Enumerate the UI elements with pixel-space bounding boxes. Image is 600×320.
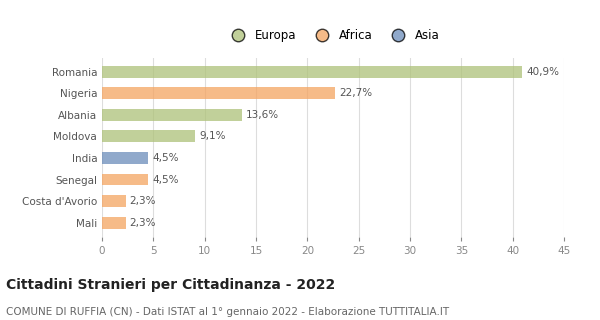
Bar — [102, 174, 148, 186]
Bar — [102, 87, 335, 99]
Text: 4,5%: 4,5% — [152, 175, 179, 185]
Text: 4,5%: 4,5% — [152, 153, 179, 163]
Text: 13,6%: 13,6% — [246, 110, 279, 120]
Bar — [102, 195, 125, 207]
Bar — [102, 152, 148, 164]
Text: COMUNE DI RUFFIA (CN) - Dati ISTAT al 1° gennaio 2022 - Elaborazione TUTTITALIA.: COMUNE DI RUFFIA (CN) - Dati ISTAT al 1°… — [6, 307, 449, 317]
Bar — [102, 66, 522, 78]
Bar — [102, 217, 125, 229]
Text: 40,9%: 40,9% — [526, 67, 559, 77]
Text: 9,1%: 9,1% — [200, 132, 226, 141]
Legend: Europa, Africa, Asia: Europa, Africa, Asia — [221, 24, 445, 46]
Text: 2,3%: 2,3% — [130, 196, 156, 206]
Text: 2,3%: 2,3% — [130, 218, 156, 228]
Text: 22,7%: 22,7% — [339, 88, 372, 98]
Text: Cittadini Stranieri per Cittadinanza - 2022: Cittadini Stranieri per Cittadinanza - 2… — [6, 278, 335, 292]
Bar — [102, 131, 196, 142]
Bar — [102, 109, 242, 121]
